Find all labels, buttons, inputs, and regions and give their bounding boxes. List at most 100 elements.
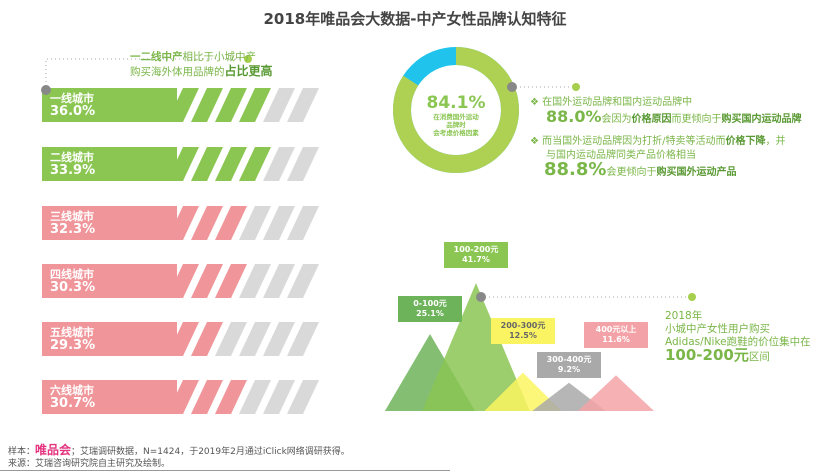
note-big: 100-200元 [665,346,749,364]
note-text: 会因为 [601,114,632,125]
connector-dot [476,292,486,302]
bar-solid [42,380,177,414]
note-bold: 一二线中产 [130,51,183,63]
bar-solid [42,322,177,356]
price-share: 41.7% [462,255,490,264]
footer-label: 样本： [8,447,36,457]
bar-solid [42,147,177,181]
bar-value: 30.7% [50,396,96,411]
note-text: 会更倾向于 [606,167,657,178]
price-tag: 400元以上 11.6% [584,322,648,348]
footer-text: ；艾瑞调研数据，N=1424，于2019年2月通过iClick网络调研获得。 [71,447,350,457]
bar-value: 29.3% [50,338,96,353]
price-range: 0-100元 [413,299,447,308]
note-text: 购买海外体用品牌的 [130,66,225,78]
note-bold: 购买国内运动品牌 [721,114,802,125]
bar-stripe [167,322,199,356]
bar [42,206,319,240]
bar [42,147,319,181]
note-text: 与国内运动品牌同类产品价格相当 [546,150,696,161]
bar-stripe [167,264,199,298]
bar-label: 四线城市 30.3% [50,268,95,294]
city-tier: 三线城市 [50,210,94,223]
note-text: ，并 [765,136,786,147]
bar-stripe [191,380,223,414]
bar-stripe [167,147,199,181]
footer-source: 来源：艾瑞咨询研究院自主研究及绘制。 [8,459,171,469]
bar-value: 32.3% [50,222,96,237]
bar-stripe [287,264,319,298]
price-share: 11.6% [602,335,630,344]
donut-caption: 在消费国外运动 [433,113,479,121]
note-pct: 88.8% [544,159,607,180]
bar-stripe [287,380,319,414]
right-notes: ❖ 在国外运动品牌和国内运动品牌中 88.0%会因为价格原因而更倾向于购买国内运… [530,96,802,180]
bar [42,88,319,122]
bar-stripe [263,147,295,181]
bar-value: 30.3% [50,280,96,295]
price-note: 2018年 小城中产女性用户购买 Adidas/Nike跑鞋的价位集中在 100… [665,310,811,364]
bar-stripe [167,88,199,122]
price-range: 400元以上 [595,325,637,334]
bar-stripe [287,147,319,181]
bar-stripe [287,322,319,356]
bar [42,322,319,356]
brand-logo: 唯品会 [35,443,72,457]
price-share: 25.1% [416,309,444,318]
donut-caption: 会考虑价格因素 [433,129,479,137]
bar-label: 六线城市 30.7% [50,384,95,410]
note-text: 区间 [748,351,770,363]
bar-solid [42,88,177,122]
note-bold: 价格原因 [631,114,672,125]
connector-dot [688,293,696,301]
connector-dot [572,83,580,91]
bar-stripe [263,264,295,298]
connector-dot [244,55,252,63]
bar-stripe [287,88,319,122]
bar-value: 33.9% [50,163,96,178]
note-text: 相比于小城中产 [182,51,257,63]
bar [42,380,319,414]
bar-stripe [287,206,319,240]
bar-stripe [191,322,223,356]
note-pct: 88.0% [546,107,602,126]
bar-stripe [191,88,223,122]
bar-stripe [191,264,223,298]
note-text: 小城中产女性用户购买 [665,323,770,335]
bar-stripe [239,264,271,298]
price-range: 300-400元 [546,355,592,364]
bar-stripe [239,88,271,122]
bar-stripe [239,322,271,356]
city-tier: 四线城市 [50,268,94,281]
donut-segment-main [393,47,519,173]
city-tier: 五线城市 [50,326,94,339]
page-title: 2018年唯品会大数据-中产女性品牌认知特征 [263,10,567,28]
connector-dot [41,85,51,95]
bar-stripe [239,206,271,240]
price-triangle [577,375,655,411]
note-bold: 价格下降 [725,136,766,147]
price-tag: 200-300元 12.5% [491,318,555,344]
diamond-icon: ❖ [530,136,543,147]
bar-stripe [263,206,295,240]
note-text: 2018年 [665,310,703,322]
price-tag: 0-100元 25.1% [398,296,462,322]
footer-divider [0,470,450,471]
price-tag: 100-200元 41.7% [444,242,508,268]
donut-center: 84.1% 在消费国外运动 品牌时 会考虑价格因素 [406,93,506,137]
price-range: 100-200元 [453,245,499,254]
bar-label: 二线城市 33.9% [50,151,95,177]
bar-stripe [215,380,247,414]
bar-stripe [215,206,247,240]
bar-stripe [167,380,199,414]
bar-stripe [263,380,295,414]
diamond-icon: ❖ [530,97,543,108]
donut-caption: 品牌时 [446,121,466,129]
bar-stripe [215,147,247,181]
note-bold: 占比更高 [224,64,273,78]
bar-stripe [167,206,199,240]
city-tier: 一线城市 [50,92,94,105]
bar-stripe [191,147,223,181]
bar-solid [42,264,177,298]
